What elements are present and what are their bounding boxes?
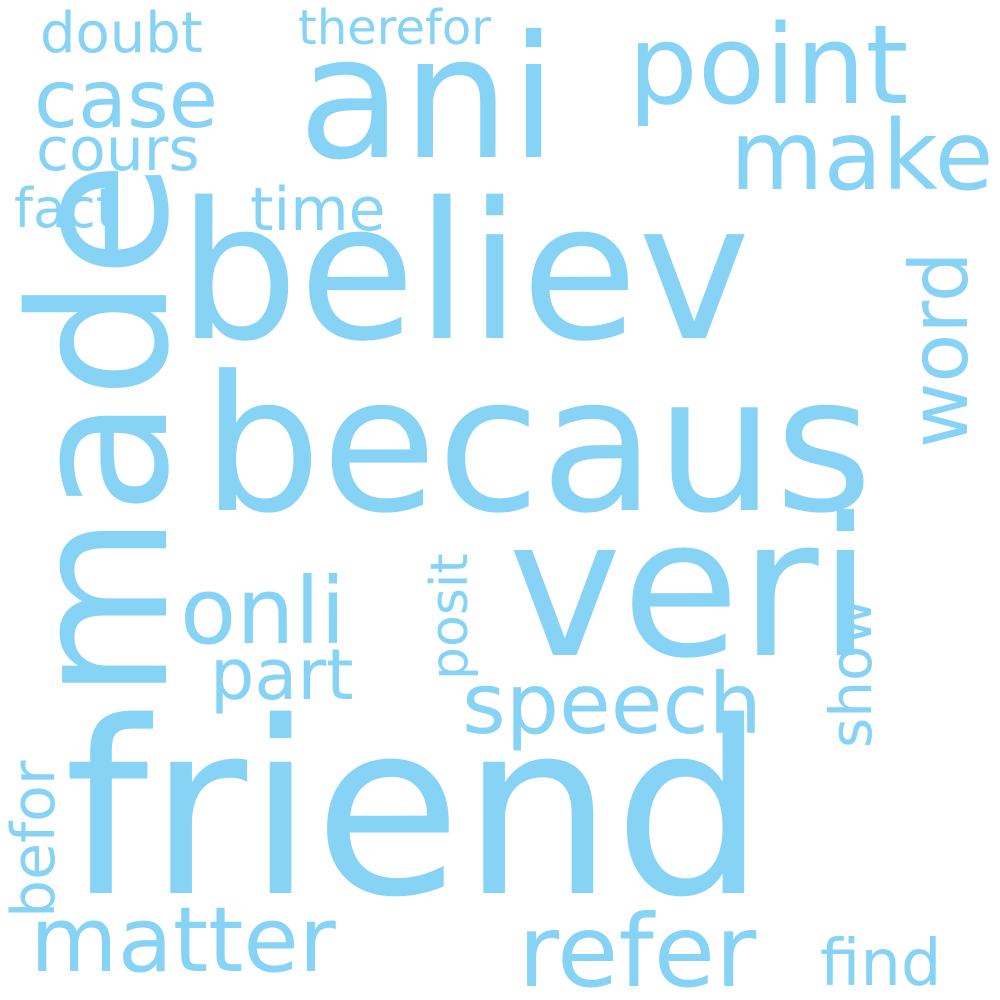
word-refer: refer [518, 893, 757, 1000]
word-veri: veri [508, 478, 873, 701]
word-part: part [210, 634, 354, 716]
word-ani: ani [298, 0, 558, 198]
word-doubt: doubt [40, 1, 203, 66]
word-time: time [250, 175, 386, 245]
word-fact: fact [14, 177, 117, 240]
word-show: show [817, 598, 885, 748]
word-make: make [730, 100, 994, 212]
word-find: find [820, 927, 942, 1000]
word-friend: friend [64, 670, 766, 950]
word-made: made [0, 160, 211, 700]
word-believ: believ [178, 162, 751, 383]
word-onli: onli [180, 558, 346, 665]
word-case: case [34, 53, 218, 146]
word-posit: posit [420, 553, 480, 680]
word-point: point [628, 1, 909, 129]
word-matter: matter [30, 888, 336, 993]
word-becaus: becaus [202, 336, 873, 555]
word-speech: speech [462, 655, 762, 753]
word-therefor: therefor [298, 0, 491, 56]
word-word: word [893, 251, 986, 448]
word-cours: cours [36, 115, 200, 185]
word-befor: befor [0, 760, 69, 919]
